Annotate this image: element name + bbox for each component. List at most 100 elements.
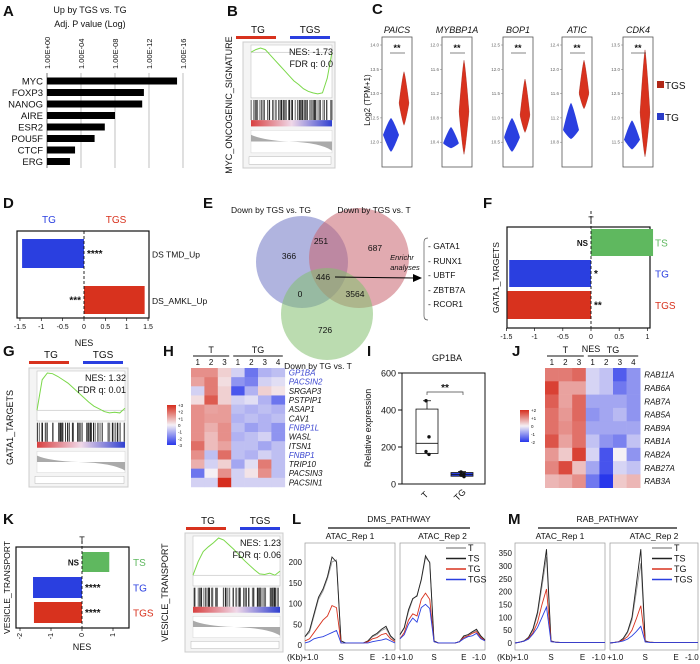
color-scale-label: +1 — [178, 416, 184, 421]
category-label: POU5F — [11, 134, 43, 145]
heatmap-cell — [244, 459, 259, 469]
heatmap-cell — [191, 450, 205, 460]
gene-label: FNBP1L — [289, 423, 319, 432]
heatmap-cell — [191, 413, 205, 424]
y-tick-label: 200 — [381, 443, 396, 453]
heatmap-cell — [599, 394, 614, 409]
heatmap-cell — [204, 459, 219, 469]
group-label-tg: TG — [44, 350, 58, 361]
heatmap-cell — [626, 421, 641, 435]
significance-stars: ** — [634, 43, 642, 53]
x-tick-label: S — [548, 653, 553, 662]
heatmap-cell — [613, 421, 627, 435]
x-tick-label: E — [370, 653, 375, 662]
heatmap-cell — [231, 441, 245, 451]
panel-f-gata1-nes-bar-chart: NS TS * TG ** TGS -1.5 -1 -0.5 0 0.5 1 NES T GATA1_TAR… — [491, 211, 676, 354]
gene-label: RAB11A — [644, 371, 674, 380]
region-count: 3564 — [346, 289, 365, 299]
column-label: 1 — [590, 358, 595, 367]
y-tick-label: 50 — [503, 626, 512, 635]
gene-label: RAB9A — [644, 424, 670, 433]
heatmap-cell — [244, 386, 259, 396]
panel-letter: M — [508, 511, 521, 528]
legend-label: TS — [674, 554, 686, 564]
significance-label: ** — [594, 301, 602, 312]
x-unit-label: (Kb) — [497, 652, 513, 662]
bar — [47, 135, 95, 142]
heatmap-cell — [585, 461, 600, 475]
heatmap-cell — [626, 381, 641, 395]
panel-b-gsea-myc: TG TGS NES: -1.73 FDR q: 0.0 MYC_ONCOGENIC_S… — [224, 25, 336, 174]
data-point — [462, 474, 466, 479]
heatmap-cell — [271, 395, 286, 405]
category-label: MYC — [22, 77, 43, 88]
gene-label: WASL — [289, 433, 312, 442]
heatmap-cell — [558, 474, 573, 488]
heatmap-cell — [204, 441, 219, 451]
x-tick-label: -1.0 — [592, 653, 606, 662]
heatmap-cell — [599, 474, 614, 488]
panel-letter: F — [483, 195, 492, 212]
gene-title: PAICS — [384, 25, 410, 35]
legend-label: TS — [468, 554, 480, 564]
category-label: AIRE — [21, 111, 43, 122]
column-label: 2 — [249, 358, 254, 367]
x-tick-label: 0 — [79, 633, 86, 637]
arrow-line — [334, 276, 416, 279]
x-tick-label: +1.0 — [607, 653, 623, 662]
significance-label: **** — [85, 583, 101, 594]
y-tick-label: 300 — [499, 562, 513, 571]
legend-swatch-tgs — [657, 81, 664, 88]
heatmap-cell — [217, 477, 232, 488]
group-label-tg: TG — [201, 516, 215, 527]
y-axis-label: Relative expression — [363, 389, 373, 468]
group-label: TG — [252, 345, 265, 355]
y-tick-label: 11.0 — [492, 115, 501, 120]
region-count: 0 — [298, 289, 303, 299]
x-tick-label: T — [419, 489, 430, 500]
heatmap-cell — [244, 477, 259, 488]
heatmap-cell — [204, 404, 219, 415]
ranking-metric-fill — [37, 455, 125, 471]
heatmap-cell — [231, 413, 245, 424]
x-tick-label: 0 — [82, 324, 86, 331]
x-tick-label: -1.5 — [14, 324, 26, 331]
heatmap-cell — [204, 377, 219, 387]
tg-bar — [236, 36, 276, 39]
significance-stars: ** — [441, 383, 449, 394]
heatmap-cell — [271, 432, 286, 442]
x-tick-label: -1 — [531, 334, 537, 341]
heatmap-cell — [217, 377, 232, 387]
nes-bar — [84, 286, 145, 314]
panel-letter: K — [3, 511, 14, 528]
y-tick-label: 150 — [289, 579, 303, 588]
category-label: TG — [655, 270, 669, 281]
x-tick-label: -0.5 — [57, 324, 69, 331]
heatmap-cell — [244, 368, 259, 378]
y-tick-label: 13.5 — [611, 43, 620, 48]
heatmap-cell — [217, 395, 232, 405]
heatmap-cell — [231, 386, 245, 396]
y-tick-label: 12.5 — [611, 91, 620, 96]
fdr-value: FDR q: 0.01 — [77, 385, 126, 395]
y-axis-label: MYC_ONCOGENIC_SIGNATURE — [224, 36, 234, 173]
x-tick-label: S — [643, 653, 648, 662]
gene-label: RAB3A — [644, 477, 670, 486]
y-tick-label: 100 — [499, 613, 513, 622]
significance-stars: ** — [453, 43, 461, 53]
heatmap-cell — [244, 422, 259, 433]
panel-letter: H — [163, 343, 174, 360]
heatmap-cell — [585, 447, 600, 462]
violin-frame — [441, 36, 473, 168]
chart-title: DMS_PATHWAY — [367, 514, 431, 524]
y-tick-label: 12.5 — [370, 115, 379, 120]
y-tick-label: 0 — [508, 639, 513, 648]
heatmap-cell — [204, 386, 219, 396]
heatmap-cell — [191, 395, 205, 405]
heatmap-cell — [572, 368, 587, 382]
heatmap-cell — [599, 434, 614, 449]
heatmap-cell — [191, 386, 205, 396]
heatmap-cell — [613, 474, 627, 488]
y-axis-label: Log2 (TPM+1) — [363, 74, 372, 126]
legend-label-tg: TG — [665, 113, 679, 124]
